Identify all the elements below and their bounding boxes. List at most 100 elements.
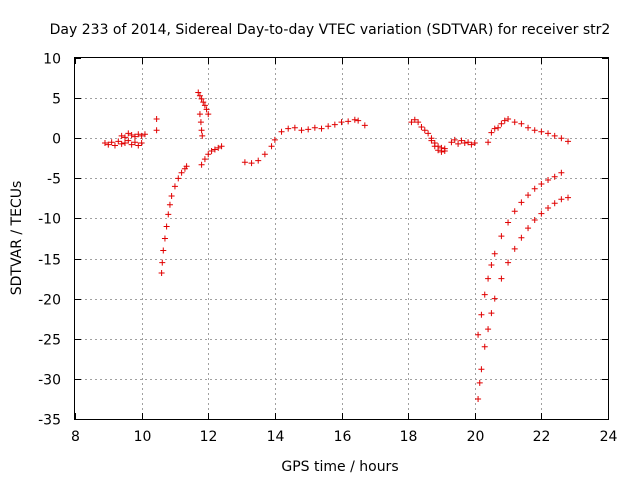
series-seg-m [475, 169, 565, 338]
series-seg-k [448, 136, 478, 148]
x-tick-label: 18 [400, 429, 418, 445]
data-point [115, 138, 122, 145]
data-point [105, 141, 112, 148]
data-point [125, 130, 132, 137]
data-point [201, 156, 208, 163]
y-tick-label: -30 [38, 373, 61, 389]
series-seg-h [241, 116, 368, 167]
plot-frame [74, 57, 609, 420]
data-point [478, 366, 485, 373]
data-point [101, 140, 108, 147]
y-tick-label: -10 [38, 212, 61, 228]
data-point [478, 311, 485, 318]
data-point [475, 395, 482, 402]
data-point [451, 136, 458, 143]
data-point [565, 138, 572, 145]
data-point [461, 140, 468, 147]
data-point [135, 131, 142, 138]
data-point [200, 99, 207, 106]
data-point [161, 235, 168, 242]
data-point [135, 142, 142, 149]
series-seg-f [196, 111, 206, 139]
data-point [511, 245, 518, 252]
x-axis-label: GPS time / hours [281, 459, 398, 475]
data-point [215, 144, 222, 151]
data-point [525, 225, 532, 232]
data-point [183, 163, 190, 170]
data-point [545, 130, 552, 137]
data-points [101, 89, 572, 402]
data-point [455, 140, 462, 147]
data-point [545, 205, 552, 212]
data-point [438, 148, 445, 155]
data-point [205, 111, 212, 118]
data-point [525, 192, 532, 199]
data-point [298, 127, 305, 134]
y-axis-label: SDTVAR / TECUs [9, 181, 25, 296]
series-seg-a [101, 137, 145, 149]
y-tick-label: -15 [38, 253, 61, 269]
data-point [255, 157, 262, 164]
series-seg-g [198, 143, 225, 168]
data-point [305, 126, 312, 133]
data-point [201, 102, 208, 109]
data-point [278, 128, 285, 135]
data-point [468, 141, 475, 148]
data-point [421, 127, 428, 134]
data-point [345, 118, 352, 125]
data-point [205, 151, 212, 158]
data-point [159, 259, 166, 266]
data-point [118, 132, 125, 139]
data-point [196, 111, 203, 118]
data-point [208, 148, 215, 155]
data-point [271, 136, 278, 143]
data-point [481, 343, 488, 350]
data-point [488, 261, 495, 268]
data-point [435, 147, 442, 154]
data-point [199, 132, 206, 139]
data-point [153, 127, 160, 134]
data-point [475, 331, 482, 338]
data-point [488, 129, 495, 136]
data-point [165, 211, 172, 218]
data-point [338, 119, 345, 126]
data-point [505, 115, 512, 122]
data-point [241, 159, 248, 166]
y-tick-label: 10 [43, 52, 61, 68]
data-point [525, 124, 532, 131]
data-point [511, 208, 518, 215]
data-point [551, 132, 558, 139]
data-point [118, 140, 125, 147]
x-tick-label: 8 [71, 429, 80, 445]
data-point [551, 173, 558, 180]
data-point [168, 192, 175, 199]
data-point [531, 185, 538, 192]
data-point [128, 141, 135, 148]
data-point [491, 295, 498, 302]
data-point [531, 127, 538, 134]
data-point [491, 125, 498, 132]
series-seg-n [475, 194, 572, 402]
data-point [428, 137, 435, 144]
series-seg-l [485, 115, 572, 146]
data-point [318, 125, 325, 132]
data-point [471, 140, 478, 147]
data-point [218, 143, 225, 150]
data-point [505, 219, 512, 226]
data-point [558, 135, 565, 142]
data-point [498, 275, 505, 282]
data-point [476, 379, 483, 386]
x-tick-label: 20 [467, 429, 485, 445]
data-point [108, 139, 115, 146]
data-point [261, 151, 268, 158]
y-tick-label: -5 [47, 172, 61, 188]
y-tick-label: -20 [38, 293, 61, 309]
data-point [458, 137, 465, 144]
series-seg-b [118, 130, 148, 141]
data-point [355, 117, 362, 124]
data-point [153, 115, 160, 122]
data-point [538, 210, 545, 217]
data-point [501, 117, 508, 124]
data-point [198, 161, 205, 168]
